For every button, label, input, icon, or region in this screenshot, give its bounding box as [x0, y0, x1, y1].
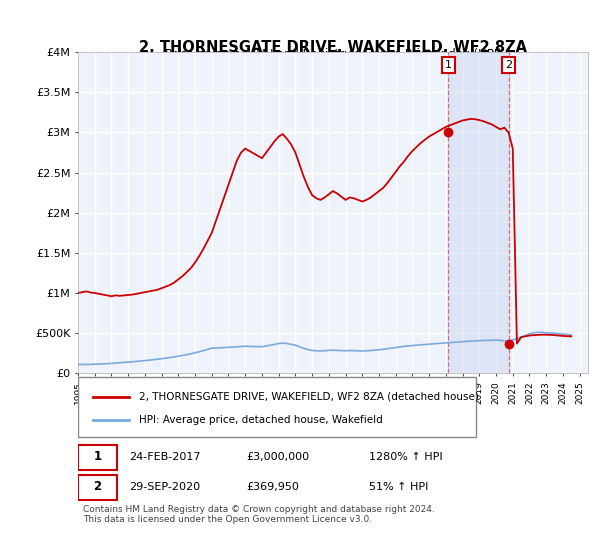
Bar — [448, 52, 509, 374]
Text: 1: 1 — [445, 60, 452, 70]
Text: 2: 2 — [505, 60, 512, 70]
Text: Contains HM Land Registry data © Crown copyright and database right 2024.
This d: Contains HM Land Registry data © Crown c… — [83, 505, 435, 524]
Text: 29-SEP-2020: 29-SEP-2020 — [129, 482, 200, 492]
Text: 1: 1 — [94, 450, 101, 463]
Text: 2: 2 — [94, 480, 101, 493]
Text: Price paid vs. HM Land Registry's House Price Index (HPI): Price paid vs. HM Land Registry's House … — [164, 48, 502, 60]
Text: 2, THORNESGATE DRIVE, WAKEFIELD, WF2 8ZA (detached house): 2, THORNESGATE DRIVE, WAKEFIELD, WF2 8ZA… — [139, 392, 479, 402]
Text: 1280% ↑ HPI: 1280% ↑ HPI — [368, 452, 442, 461]
FancyBboxPatch shape — [78, 377, 476, 437]
FancyBboxPatch shape — [78, 475, 117, 500]
Text: HPI: Average price, detached house, Wakefield: HPI: Average price, detached house, Wake… — [139, 415, 383, 425]
Text: £369,950: £369,950 — [247, 482, 299, 492]
Text: 24-FEB-2017: 24-FEB-2017 — [129, 452, 200, 461]
Text: 51% ↑ HPI: 51% ↑ HPI — [368, 482, 428, 492]
Text: 2, THORNESGATE DRIVE, WAKEFIELD, WF2 8ZA: 2, THORNESGATE DRIVE, WAKEFIELD, WF2 8ZA — [139, 40, 527, 55]
Text: £3,000,000: £3,000,000 — [247, 452, 310, 461]
FancyBboxPatch shape — [78, 445, 117, 470]
